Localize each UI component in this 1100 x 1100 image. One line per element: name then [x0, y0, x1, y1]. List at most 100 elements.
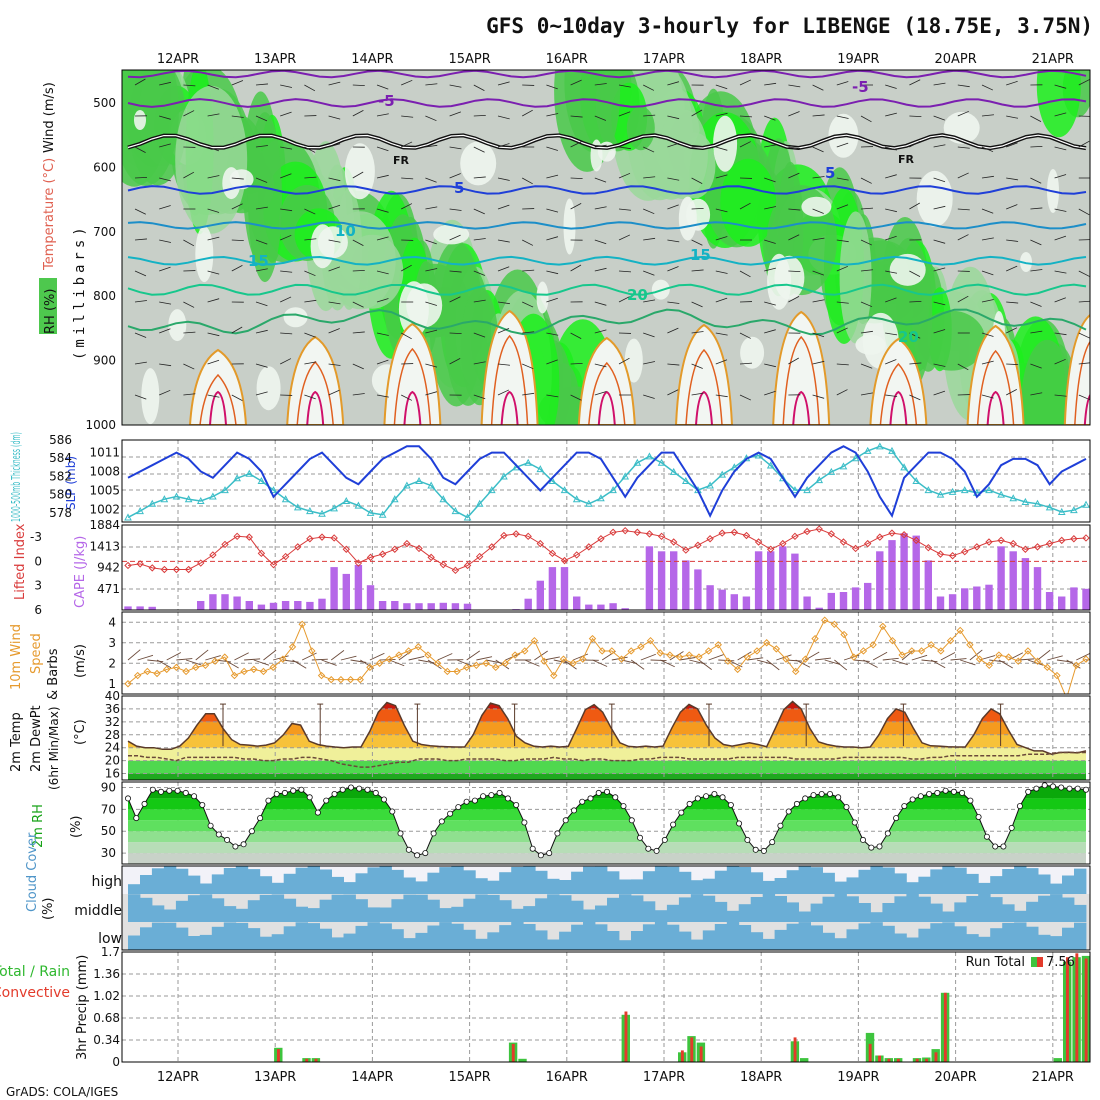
wind-barb — [1030, 207, 1043, 210]
wind-barb — [1076, 652, 1090, 661]
thickness-label: 1000-500mb Thickness (dm) — [9, 432, 23, 522]
cloud-block — [511, 922, 524, 950]
cape-contour — [199, 373, 237, 425]
wind-speed-point — [840, 630, 848, 639]
temp-2m-panel — [121, 695, 1091, 781]
thickness-point — [924, 486, 933, 494]
lifted-index-point — [876, 533, 884, 541]
wind-speed-point — [240, 667, 248, 676]
wind-barb — [960, 659, 976, 666]
cloud-block — [295, 922, 308, 950]
wind-barb — [1006, 239, 1019, 242]
thickness-point — [851, 454, 860, 462]
cape-plume — [480, 309, 539, 425]
cloud-block — [175, 927, 189, 950]
wind-barb — [691, 363, 703, 369]
wind-barb — [1006, 115, 1019, 119]
lifted-index-point — [1082, 534, 1090, 542]
cloud-block — [714, 870, 728, 894]
cloud-block — [1002, 904, 1015, 922]
wind-speed-point — [821, 616, 829, 624]
wind-speed-point — [724, 657, 732, 665]
wind-barb — [340, 655, 357, 661]
thickness-point — [985, 486, 993, 494]
wind-barb — [231, 115, 244, 118]
wind-barb — [594, 83, 607, 86]
rh-point — [314, 809, 321, 816]
thickness-point — [1033, 499, 1042, 507]
wind-barb — [570, 362, 583, 365]
wind-barb — [304, 299, 317, 303]
wind-speed-point — [366, 663, 374, 672]
wind-barb — [836, 204, 849, 210]
cloud-block — [607, 931, 620, 950]
wind-barb — [643, 114, 656, 117]
thickness-point — [148, 499, 157, 507]
wind-barb — [691, 331, 704, 334]
wind-speed-point — [385, 655, 393, 663]
wind-barb — [497, 363, 510, 366]
cape-bar — [524, 598, 532, 610]
cloud-block — [774, 896, 787, 922]
wind-barb — [253, 659, 270, 666]
wind-speed-point — [714, 641, 722, 649]
rh-shading — [141, 368, 160, 425]
cloud-block — [798, 866, 811, 894]
cloud-block — [403, 894, 416, 922]
wind-barb — [957, 295, 969, 303]
wind-barb — [788, 84, 801, 88]
thickness-point — [1045, 503, 1054, 511]
cloud-block — [595, 905, 608, 922]
cape-bar — [221, 594, 229, 610]
lifted-index-point — [609, 528, 617, 536]
cloud-block — [415, 894, 428, 922]
rh-point — [455, 804, 462, 811]
cape-bar — [754, 551, 763, 610]
rh-point — [785, 808, 792, 815]
wind-barb — [401, 141, 413, 148]
cape-bar — [366, 585, 375, 610]
cloud-block — [846, 877, 859, 894]
wind-speed-point — [356, 675, 364, 684]
cloud-block — [211, 898, 225, 922]
wind-speed-point — [753, 647, 761, 655]
wind-speed-point — [588, 634, 597, 643]
rh-point — [769, 839, 776, 846]
precip-conv-bar — [896, 1058, 900, 1062]
cape-bar — [912, 535, 920, 610]
wind-speed-point — [937, 647, 945, 655]
wind-barb — [860, 269, 873, 272]
rh-point — [232, 843, 239, 850]
wind-barb — [930, 659, 946, 669]
wind-barb — [473, 146, 485, 153]
wind-barb — [863, 659, 878, 668]
cloud-block — [894, 873, 907, 894]
lifted-index-point — [488, 543, 496, 551]
wind-speed-point — [704, 647, 713, 655]
wind-barb — [207, 394, 220, 398]
isotherm-line — [127, 221, 1087, 230]
isotherm-label: 5 — [454, 179, 464, 197]
wind-barb — [134, 208, 146, 215]
cloud-block — [511, 908, 524, 922]
wind-barb — [570, 264, 582, 272]
wind-barb — [147, 659, 164, 663]
cape-contour — [588, 361, 626, 425]
precip-conv-bar — [680, 1050, 684, 1062]
thickness-point — [645, 452, 654, 460]
cloud-block — [822, 872, 835, 894]
wind-speed-point — [308, 647, 316, 655]
wind-barb — [812, 299, 825, 303]
cape-plume — [674, 323, 734, 425]
rh-tick-label: 70 — [101, 802, 116, 816]
lifted-index-point — [415, 544, 423, 553]
wind-barb — [376, 270, 389, 275]
cloud-block — [259, 894, 273, 922]
cloud-block — [666, 866, 680, 894]
li-panel-labels: Lifted Index CAPE (J/kg) — [13, 523, 88, 608]
cloud-block — [1062, 897, 1075, 922]
wind-barb — [933, 144, 946, 148]
thickness-point — [366, 508, 375, 516]
cloud-block — [343, 882, 356, 894]
wind-barb — [989, 659, 1006, 663]
